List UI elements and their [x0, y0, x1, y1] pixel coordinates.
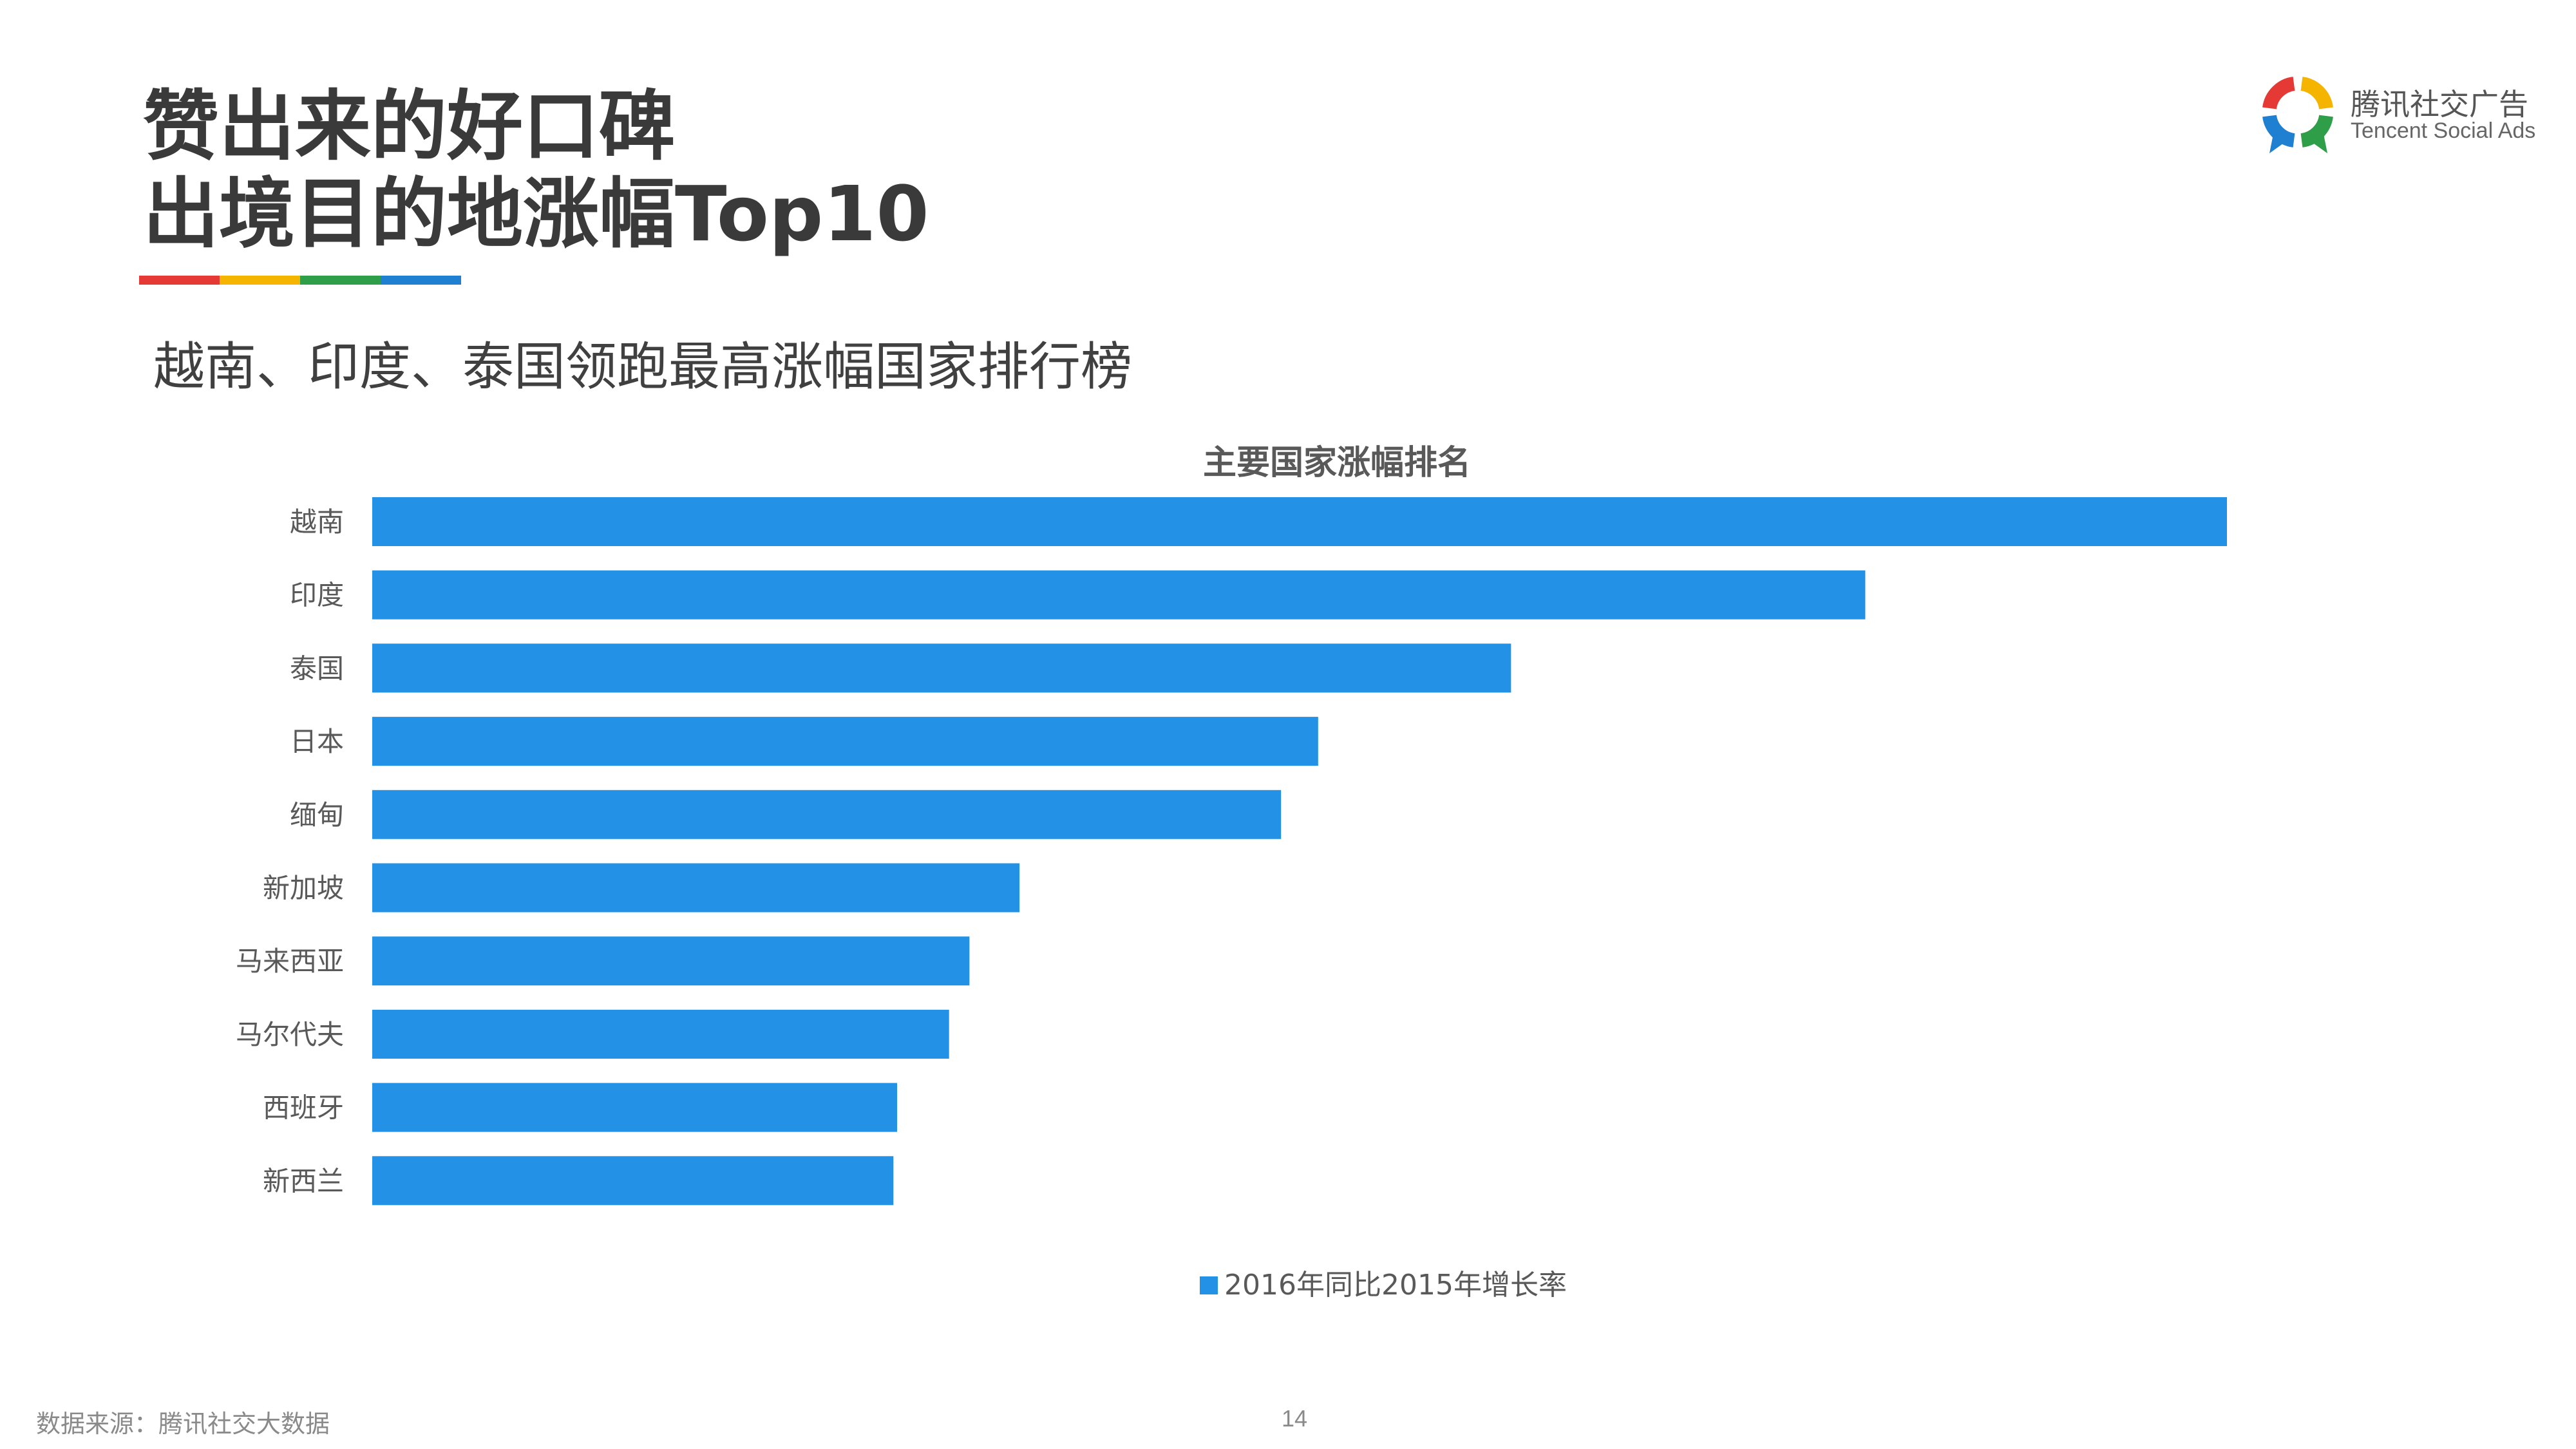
brand-name-en: Tencent Social Ads — [2351, 118, 2536, 143]
bar-1 — [372, 497, 2227, 546]
bar-9 — [372, 1083, 898, 1132]
logo-tail-blue — [2269, 134, 2287, 153]
category-label-5: 缅甸 — [290, 799, 344, 831]
bar-5 — [372, 790, 1282, 839]
rule-segment-red — [139, 276, 220, 285]
slide-title: 赞出来的好口碑 出境目的地涨幅Top10 — [143, 82, 929, 258]
bar-7 — [372, 936, 970, 986]
logo-arc-green — [2300, 114, 2333, 147]
legend-label: 2016年同比2015年增长率 — [1224, 1269, 1567, 1302]
logo-arc-red — [2262, 77, 2296, 110]
title-line-2: 出境目的地涨幅Top10 — [143, 169, 929, 258]
rule-segment-yellow — [220, 276, 300, 285]
category-label-6: 新加坡 — [263, 873, 344, 904]
page-number: 14 — [1282, 1405, 1308, 1432]
category-label-7: 马来西亚 — [236, 945, 344, 977]
category-label-1: 越南 — [290, 506, 344, 538]
category-label-2: 印度 — [290, 580, 344, 611]
bar-2 — [372, 570, 1866, 620]
logo-arc-blue — [2262, 114, 2296, 147]
slide-subtitle: 越南、印度、泰国领跑最高涨幅国家排行榜 — [153, 337, 1132, 397]
category-label-10: 新西兰 — [263, 1165, 344, 1197]
title-line-1: 赞出来的好口碑 — [143, 82, 676, 171]
bar-6 — [372, 863, 1020, 913]
chart-title: 主要国家涨幅排名 — [1203, 444, 1471, 482]
logo-tail-green — [2309, 134, 2327, 153]
rule-segment-green — [300, 276, 381, 285]
logo-arc-yellow — [2300, 77, 2333, 110]
bar-10 — [372, 1156, 894, 1206]
bar-4 — [372, 717, 1318, 766]
bar-8 — [372, 1009, 949, 1059]
legend-swatch — [1200, 1276, 1218, 1294]
category-label-9: 西班牙 — [263, 1092, 344, 1124]
category-label-3: 泰国 — [290, 652, 344, 684]
category-label-8: 马尔代夫 — [236, 1019, 344, 1050]
bars-group — [372, 497, 2227, 1206]
rule-segment-blue — [381, 276, 461, 285]
title-color-rule — [139, 276, 461, 285]
data-source-note: 数据来源：腾讯社交大数据 — [36, 1410, 330, 1438]
brand-name-cn: 腾讯社交广告 — [2351, 87, 2528, 122]
tencent-social-ads-logo-icon — [2262, 77, 2333, 153]
bar-3 — [372, 643, 1511, 693]
chart-legend: 2016年同比2015年增长率 — [1200, 1269, 1567, 1302]
category-label-4: 日本 — [290, 726, 344, 757]
